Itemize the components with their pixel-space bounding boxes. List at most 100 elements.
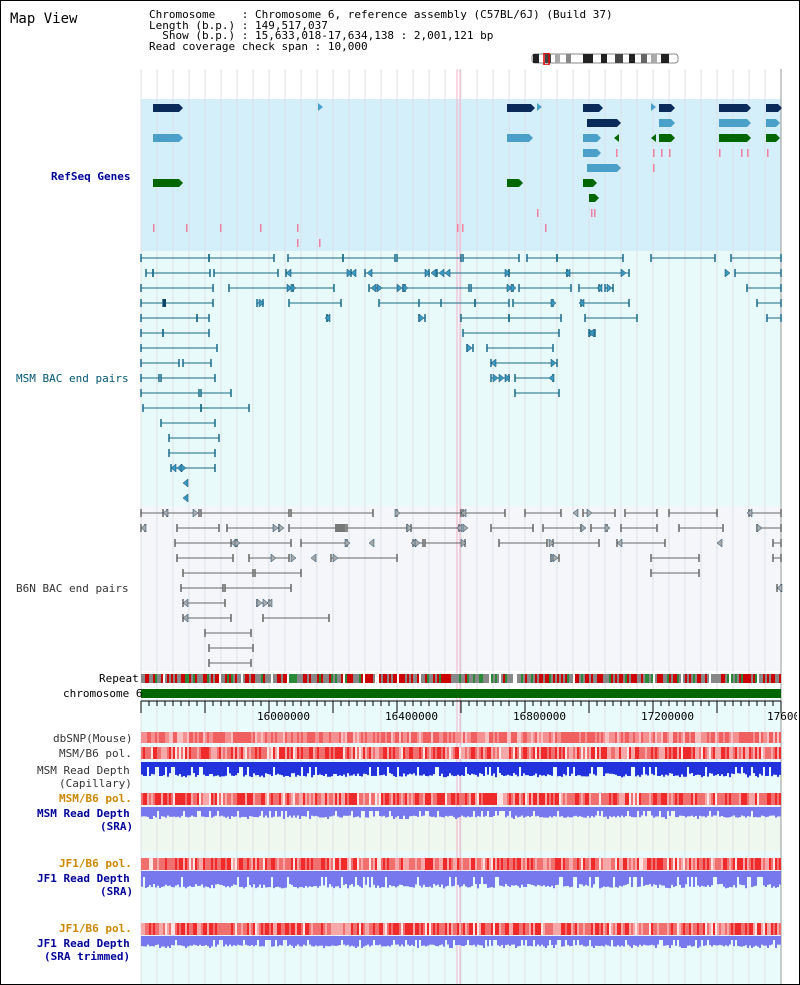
dbsnp-segment [265, 732, 267, 743]
msm-pol-segment [667, 747, 669, 759]
dbsnp-segment [231, 732, 233, 743]
refseq-genes-label: RefSeq Genes [51, 170, 131, 183]
msm-pol-segment [305, 747, 307, 759]
dbsnp-segment [165, 732, 167, 743]
dbsnp-segment [639, 732, 641, 743]
jf1-depth-bar [469, 871, 471, 888]
dbsnp-segment [687, 732, 689, 743]
axis-tick-label: 17200000 [641, 710, 694, 723]
msm-depth-sra-bar [177, 807, 179, 817]
jf1-depth-bar [415, 871, 417, 885]
msm-pol-sra-segment [687, 793, 689, 805]
dbsnp-segment [663, 732, 665, 743]
msm-pol-sra-segment [301, 793, 303, 805]
msm-depth-sra-bar [643, 807, 645, 811]
jf1-depth-bar [371, 871, 373, 877]
jf1-pol-segment [387, 858, 389, 870]
jf1-depth-bar [543, 871, 545, 886]
dbsnp-segment [369, 732, 371, 743]
snp-marker [719, 149, 721, 157]
jf1-depth-bar [465, 871, 467, 887]
jf1-pol-2-segment [773, 923, 775, 935]
jf1-pol-segment [303, 858, 305, 870]
msm-pol-sra-segment [709, 793, 711, 805]
bac-end-marker [290, 553, 297, 563]
jf1-pol-segment [311, 858, 313, 870]
msm-depth-cap-bar [575, 762, 577, 776]
jf1-pol-segment [289, 858, 291, 870]
jf1-depth-2-bar [767, 936, 769, 948]
jf1-pol-segment [321, 858, 323, 870]
jf1-depth-bar [257, 871, 259, 888]
dbsnp-segment [475, 732, 477, 743]
dbsnp-segment [549, 732, 551, 743]
jf1-pol-2-segment [593, 923, 595, 935]
repeat-segment [615, 674, 617, 683]
jf1-pol-2-segment [439, 923, 441, 935]
msm-pol-segment [639, 747, 641, 759]
msm-pol-sra-segment [767, 793, 769, 805]
jf1-pol-2-segment [589, 923, 591, 935]
jf1-depth-bar [347, 871, 349, 889]
jf1-depth-2-bar [495, 936, 497, 940]
jf1-pol-segment [767, 858, 769, 870]
msm-depth-cap-bar [725, 762, 727, 776]
jf1-pol-2-segment [189, 923, 191, 935]
jf1-pol-segment [165, 858, 167, 870]
msm-depth-sra-bar [387, 807, 389, 817]
dbsnp-segment [531, 732, 533, 743]
jf1-depth-bar [773, 871, 775, 887]
msm-depth-sra-bar [631, 807, 633, 817]
msm-pol-sra-segment [299, 793, 301, 805]
dbsnp-segment [755, 732, 757, 743]
msm-pol-segment [547, 747, 549, 759]
jf1-pol-2-segment [665, 923, 667, 935]
repeat-segment [427, 674, 429, 683]
jf1-depth-2-bar [503, 936, 505, 948]
chromosome-ideogram[interactable] [531, 53, 681, 65]
msm-pol-sra-segment [501, 793, 503, 805]
jf1-pol-segment [445, 858, 447, 870]
jf1-depth-2-bar [551, 936, 553, 945]
jf1-pol-segment [369, 858, 371, 870]
msm-depth-cap-bar [305, 762, 307, 777]
repeat-segment [409, 674, 411, 683]
msm-depth-sra-bar [171, 807, 173, 817]
jf1-depth-bar [703, 871, 705, 887]
bac-end-marker [548, 373, 555, 383]
jf1-depth-2-bar [379, 936, 381, 945]
msm-depth-cap-bar [707, 762, 709, 777]
dbsnp-segment [633, 732, 635, 743]
jf1-pol-2-segment [329, 923, 331, 935]
jf1-pol-segment [587, 858, 589, 870]
jf1-depth-bar [511, 871, 513, 886]
jf1-depth-2-bar [557, 936, 559, 940]
bac-end-marker [258, 298, 265, 308]
msm-depth-cap-bar [421, 762, 423, 776]
repeat-segment [203, 674, 205, 683]
jf1-pol-segment [161, 858, 163, 870]
jf1-depth-bar [365, 871, 367, 885]
repeat-segment [223, 674, 225, 683]
msm-depth-cap-bar [737, 762, 739, 774]
jf1-depth-bar [195, 871, 197, 885]
msm-depth-cap-bar [553, 762, 555, 767]
dbsnp-segment [301, 732, 303, 743]
repeat-segment [779, 674, 781, 683]
coverage-key: Read coverage check span [149, 39, 308, 53]
msm-pol-segment [405, 747, 407, 759]
jf1-pol-segment [401, 858, 403, 870]
msm-pol-segment [147, 747, 149, 759]
msm-depth-sra-bar [433, 807, 435, 817]
msm-depth-sra-bar [657, 807, 659, 817]
msm-pol-segment [501, 747, 503, 759]
jf1-pol-segment [265, 858, 267, 870]
jf1-pol-2-segment [363, 923, 365, 935]
msm-pol-segment [235, 747, 237, 759]
msm-depth-cap-bar [533, 762, 535, 776]
repeat-segment [545, 674, 547, 683]
msm-depth-sra-bar [281, 807, 283, 811]
repeat-segment [401, 674, 403, 683]
repeat-segment [691, 674, 693, 683]
